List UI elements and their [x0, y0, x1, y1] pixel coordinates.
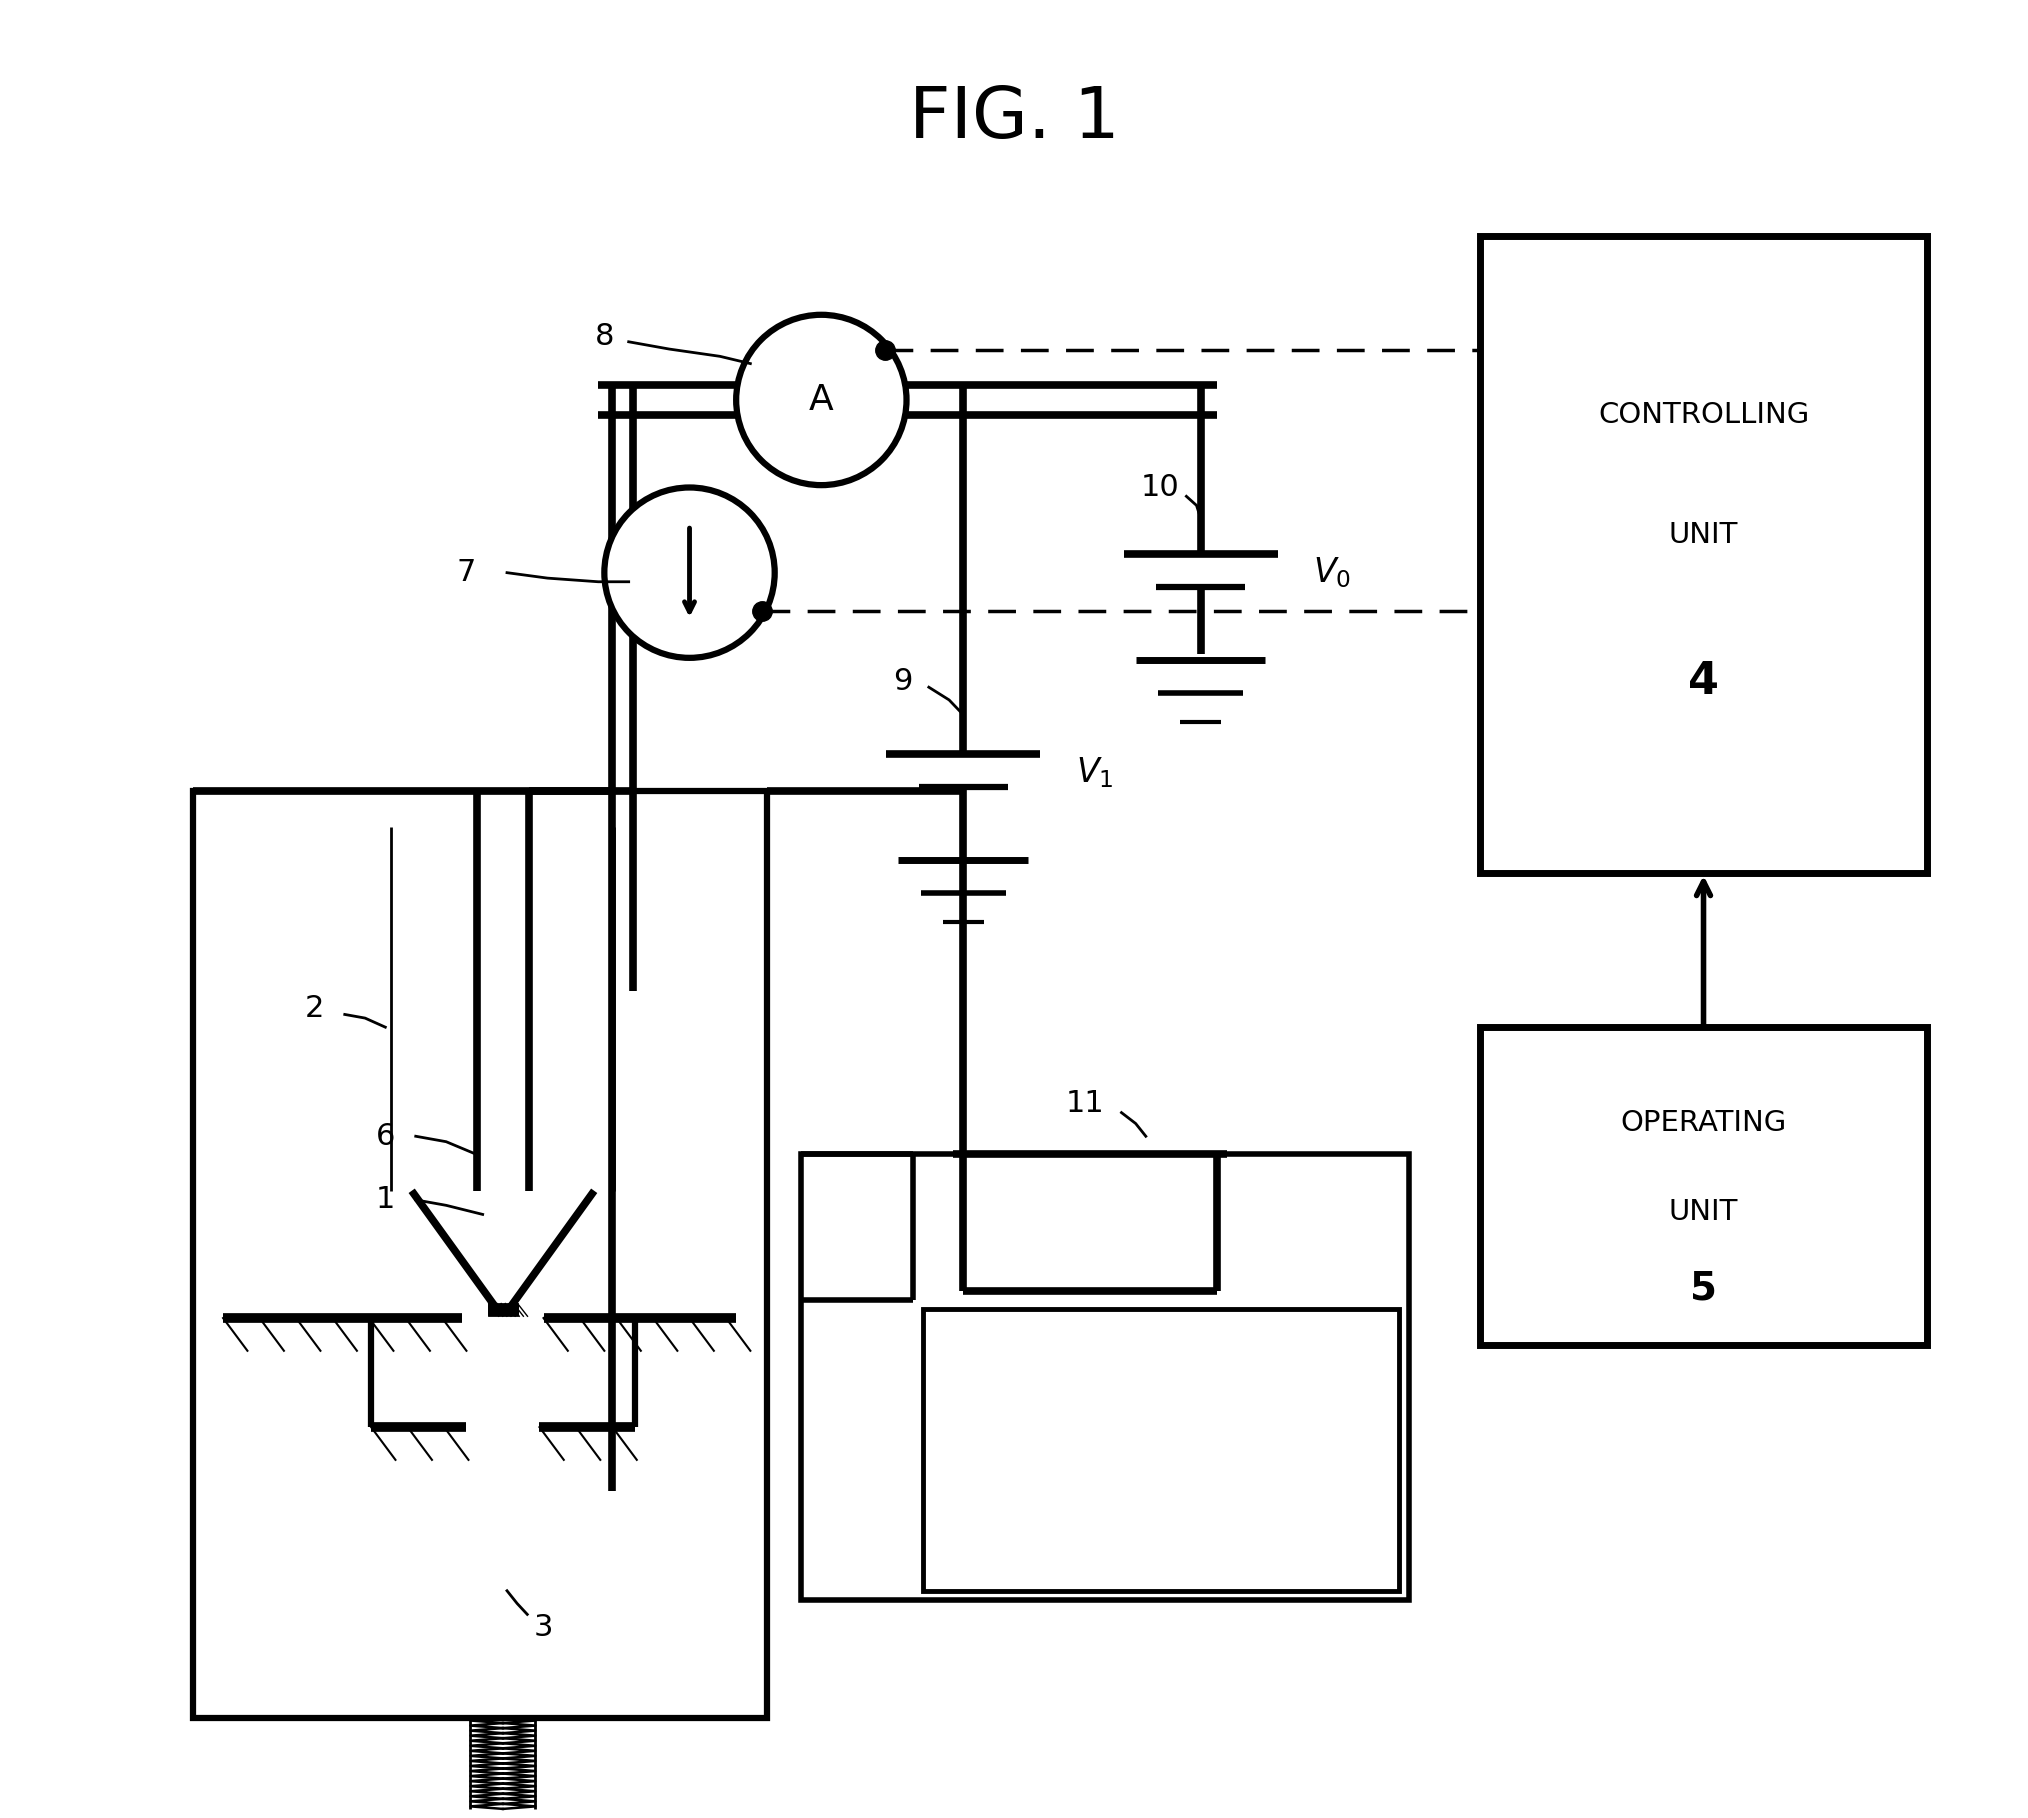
Text: $V_0$: $V_0$	[1314, 554, 1351, 591]
Text: UNIT: UNIT	[1669, 1198, 1738, 1225]
Text: FIG. 1: FIG. 1	[909, 84, 1119, 153]
Bar	[193, 791, 767, 1718]
Text: 5: 5	[1689, 1269, 1718, 1307]
Text: $V_1$: $V_1$	[1077, 754, 1113, 791]
Text: 7: 7	[456, 558, 477, 587]
Text: 9: 9	[892, 667, 913, 696]
Text: 6: 6	[375, 1122, 395, 1151]
Text: OPERATING: OPERATING	[1620, 1109, 1787, 1136]
Text: CONTROLLING: CONTROLLING	[1598, 400, 1809, 429]
Text: 10: 10	[1140, 473, 1180, 502]
Bar	[1480, 236, 1927, 873]
Text: A: A	[809, 384, 834, 416]
Text: 11: 11	[1065, 1089, 1105, 1118]
Text: 4: 4	[1687, 660, 1720, 704]
Bar	[801, 1154, 1409, 1600]
Bar	[923, 1309, 1399, 1591]
Text: 8: 8	[594, 322, 614, 351]
Text: 3: 3	[533, 1613, 554, 1642]
Bar	[1480, 1027, 1927, 1345]
Text: UNIT: UNIT	[1669, 522, 1738, 549]
Text: 1: 1	[375, 1185, 395, 1214]
Circle shape	[604, 487, 775, 658]
Text: 2: 2	[304, 994, 324, 1024]
Circle shape	[736, 315, 907, 485]
